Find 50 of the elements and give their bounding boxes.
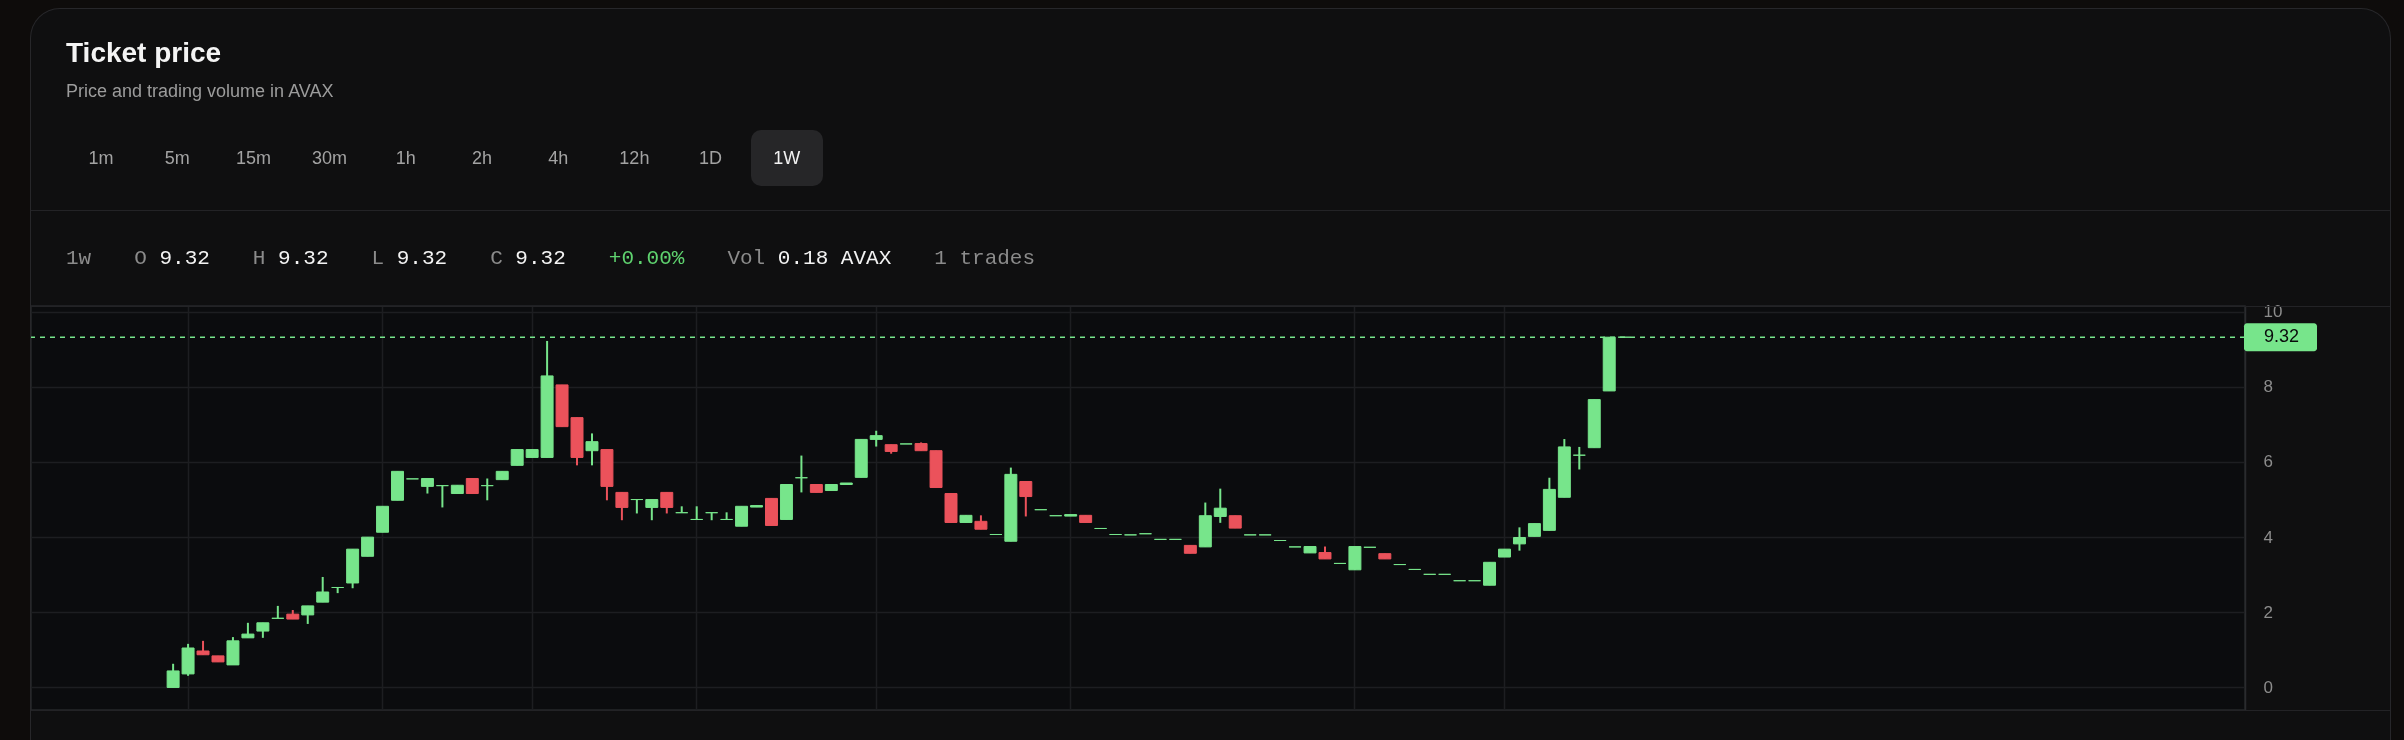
text: 1 trades xyxy=(934,246,1036,272)
text: Vol 0.18 AVAX xyxy=(727,247,892,270)
candlestick xyxy=(1213,487,1227,524)
candlestick xyxy=(435,484,449,509)
text: 1m xyxy=(87,147,115,170)
candlestick xyxy=(271,604,285,620)
text: +0.00% xyxy=(608,246,685,272)
candlestick xyxy=(585,432,599,467)
chart-title: Ticket price xyxy=(66,37,222,69)
candlestick xyxy=(331,586,345,595)
ref-line-label: 9.32 xyxy=(2264,326,2300,347)
text: O 9.32 xyxy=(134,247,210,270)
text: C 9.32 xyxy=(490,247,566,270)
candlestick xyxy=(1512,526,1526,552)
y-tick-label: 0 xyxy=(2263,677,2273,697)
candlestick xyxy=(735,505,749,528)
y-tick-label: 4 xyxy=(2263,527,2273,547)
candlestick xyxy=(720,511,734,521)
candlestick xyxy=(1572,445,1586,471)
text: 5m xyxy=(163,147,191,170)
candlestick xyxy=(615,491,629,522)
candlestick xyxy=(690,505,704,521)
text: H 9.32 xyxy=(252,247,329,270)
y-tick-label: 8 xyxy=(2263,377,2273,397)
candlestick xyxy=(1483,561,1497,587)
text: 1D xyxy=(698,147,724,170)
candlestick xyxy=(1348,545,1362,571)
text: 2h xyxy=(471,147,493,170)
y-tick-label: 6 xyxy=(2263,452,2273,472)
candlestick xyxy=(675,505,689,514)
candlestick xyxy=(794,454,808,494)
selected-button: 1W xyxy=(750,130,823,186)
text: 1w xyxy=(66,246,92,272)
candlestick xyxy=(361,536,375,558)
candlestick xyxy=(660,491,674,515)
candlestick xyxy=(301,604,315,625)
candlestick xyxy=(705,511,719,522)
text: 12h xyxy=(618,147,651,170)
text: 1h xyxy=(394,147,417,170)
candlestick xyxy=(1019,480,1033,518)
text: 4h xyxy=(547,147,570,170)
candlestick xyxy=(630,498,644,515)
chart-subtitle: Price and trading volume in AVAX xyxy=(66,80,334,102)
text: 30m xyxy=(311,147,349,170)
candlestick xyxy=(645,498,659,522)
candlestick xyxy=(316,575,330,604)
candlestick xyxy=(480,477,494,502)
text: L 9.32 xyxy=(371,247,448,270)
text: 15m xyxy=(234,147,272,170)
y-tick-label: 2 xyxy=(2263,602,2273,622)
